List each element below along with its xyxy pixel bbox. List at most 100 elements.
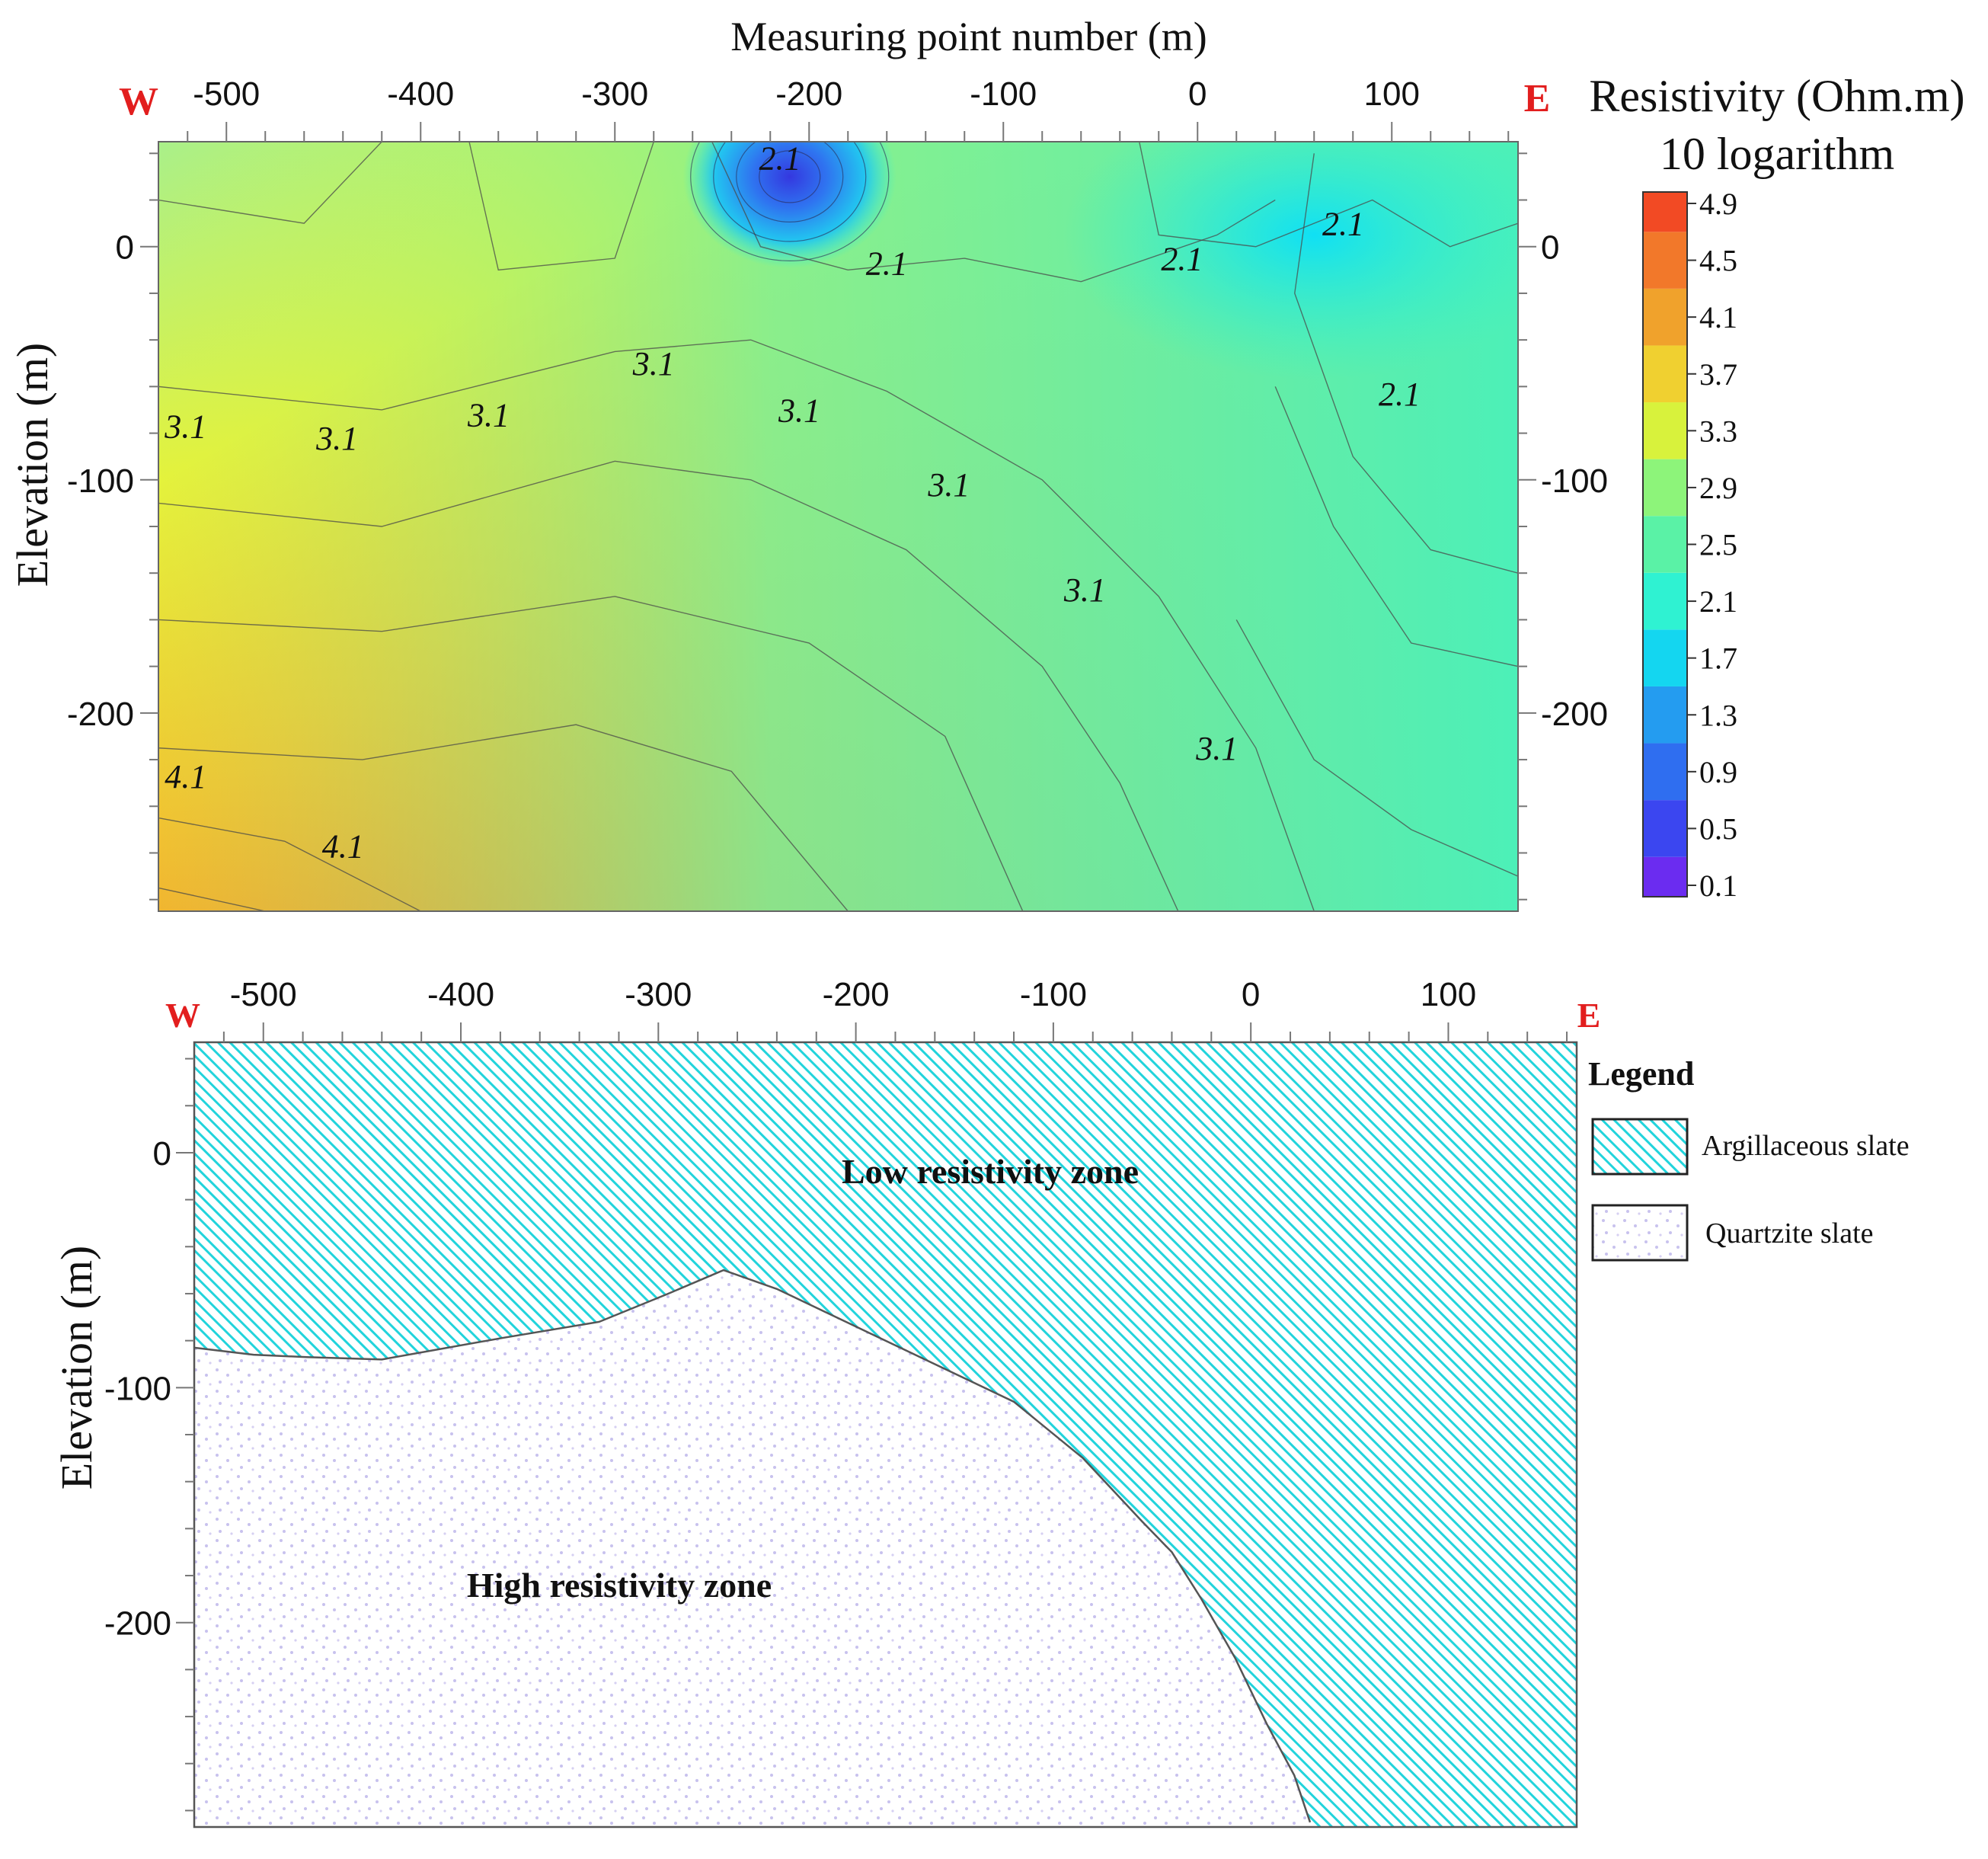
contour-label: 3.1 [315, 420, 358, 457]
resistivity-panel: Measuring point number (m) -500 -400 -300-… [8, 14, 1965, 912]
colorbar-swatch [1643, 516, 1687, 573]
contour-label: 2.1 [759, 140, 801, 178]
west-marker: W [119, 80, 158, 123]
x-tick-label: 100 [1364, 75, 1420, 113]
contour-line [1294, 153, 1518, 574]
x-tick-label: -500 [193, 75, 260, 113]
contour-label: 3.1 [1195, 730, 1238, 767]
colorbar: Resistivity (Ohm.m) 10 logarithm 0.1 0.5 0… [1589, 71, 1964, 903]
x-tick-label: 0 [1242, 976, 1260, 1013]
colorbar-label: 1.7 [1699, 642, 1737, 676]
contour-line [158, 724, 849, 911]
colorbar-label: 1.3 [1699, 698, 1737, 732]
y-tick-label-right: 0 [1541, 229, 1559, 267]
colorbar-label: 2.9 [1699, 471, 1737, 505]
contour-ring [690, 142, 890, 261]
x-tick-label: -100 [970, 75, 1037, 113]
x-ticks: -500 -400 -300 -200 -100 0 100 [222, 976, 1568, 1042]
contour-label: 4.1 [322, 828, 364, 866]
contour-ring [736, 142, 844, 222]
legend-title: Legend [1588, 1055, 1694, 1093]
low-resistivity-zone-label: Low resistivity zone [842, 1152, 1139, 1191]
colorbar-label: 3.7 [1699, 357, 1737, 392]
x-tick-label: -100 [1020, 976, 1087, 1013]
y-tick-label: -100 [104, 1370, 171, 1407]
contour-label: 3.1 [164, 408, 206, 446]
contour-line [158, 339, 1315, 911]
legend-swatch-argillaceous-slate [1591, 1118, 1689, 1176]
colorbar-subtitle: 10 logarithm [1660, 129, 1894, 179]
contour-label: 3.1 [1063, 571, 1106, 609]
east-marker: E [1577, 996, 1601, 1035]
colorbar-label: 0.1 [1699, 869, 1737, 903]
x-axis-title: Measuring point number (m) [730, 14, 1207, 59]
y-tick-label-right: -100 [1541, 462, 1608, 500]
contour-ring [759, 150, 821, 203]
east-marker: E [1524, 77, 1551, 120]
x-tick-label: 0 [1188, 75, 1207, 113]
colorbar-swatch [1643, 686, 1687, 744]
geology-panel: -500 -400 -300 -200 -100 0 100 0 -100 -200 W E E… [52, 976, 1910, 1829]
contour-line [158, 817, 421, 911]
y-axis-title: Elevation (m) [8, 343, 57, 587]
colorbar-swatch [1643, 288, 1687, 346]
y-tick-label: 0 [153, 1135, 171, 1173]
y-tick-label-left: -200 [67, 696, 134, 733]
x-tick-label: -300 [625, 976, 692, 1013]
colorbar-swatch [1643, 192, 1687, 232]
colorbar-label: 2.5 [1699, 528, 1737, 562]
contour-line [468, 142, 654, 271]
contour-label: 3.1 [778, 392, 820, 429]
x-tick-label: -200 [775, 75, 842, 113]
contour-label: 3.1 [927, 466, 970, 504]
y-tick-label-right: -200 [1541, 696, 1608, 733]
colorbar-label: 4.9 [1699, 187, 1737, 221]
colorbar-label: 4.5 [1699, 244, 1737, 278]
cyan-anomaly [1063, 142, 1518, 380]
x-tick-label: 100 [1421, 976, 1476, 1013]
contour-line [158, 596, 1024, 911]
x-ticks: -500 -400 -300 -200 -100 0 100 [187, 75, 1510, 142]
colorbar-label: 3.3 [1699, 414, 1737, 448]
contour-label: 2.1 [1322, 205, 1364, 242]
colorbar-label: 2.1 [1699, 584, 1737, 619]
x-tick-label: -400 [427, 976, 494, 1013]
x-tick-label: -300 [581, 75, 648, 113]
contour-ring [713, 142, 867, 242]
contour-label: 4.1 [165, 758, 206, 795]
colorbar-swatch [1643, 743, 1687, 801]
colorbar-swatch [1643, 345, 1687, 403]
contour-line [158, 142, 382, 224]
legend-label-quartzite-slate: Quartzite slate [1705, 1217, 1874, 1249]
colorbar-label: 0.5 [1699, 811, 1737, 846]
colorbar-swatch [1643, 800, 1687, 857]
colorbar-swatch [1643, 402, 1687, 459]
colorbar-title: Resistivity (Ohm.m) [1589, 71, 1964, 121]
contour-line [711, 142, 1276, 283]
x-tick-label: -400 [387, 75, 454, 113]
high-resistivity-zone-label: High resistivity zone [467, 1566, 772, 1605]
contour-line [1139, 142, 1518, 248]
x-tick-label: -200 [823, 976, 890, 1013]
contour-line [1235, 619, 1518, 877]
colorbar-swatch [1643, 459, 1687, 517]
contour-line [158, 887, 266, 911]
colorbar-swatch [1643, 629, 1687, 686]
y-ticks: 0 -100 -200 [104, 1057, 194, 1812]
legend-label-argillaceous-slate: Argillaceous slate [1702, 1130, 1910, 1162]
contour-label: 2.1 [866, 245, 908, 282]
colorbar-label: 0.9 [1699, 755, 1737, 789]
west-marker: W [165, 996, 200, 1035]
contour-label: 2.1 [1161, 240, 1203, 277]
resistivity-field [158, 142, 1518, 911]
y-ticks: 0 0 -100 -100 -200 -200 [67, 152, 1608, 901]
colorbar-swatch [1643, 856, 1687, 897]
contour-line [158, 460, 1179, 911]
contour-lines [158, 142, 1518, 911]
zone-boundary [193, 1269, 1312, 1823]
contour-label: 3.1 [467, 396, 510, 434]
y-tick-label-left: -100 [67, 462, 134, 500]
x-tick-label: -500 [230, 976, 297, 1013]
y-tick-label: -200 [104, 1605, 171, 1643]
